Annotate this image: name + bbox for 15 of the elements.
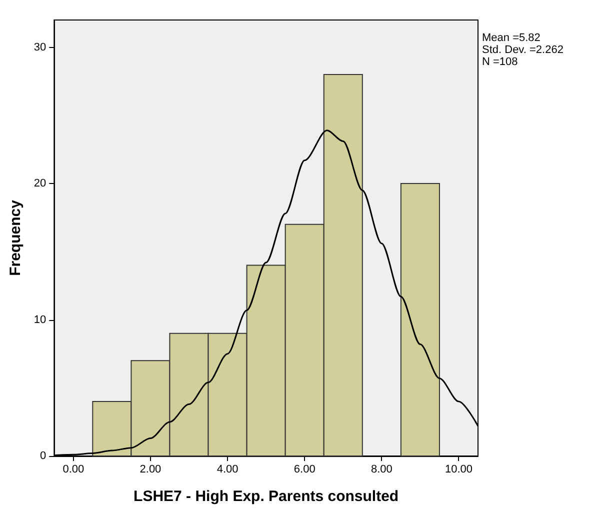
x-tick-label: 10.00 [444, 464, 472, 476]
x-tick-label: 0.00 [62, 464, 84, 476]
x-tick-label: 2.00 [140, 464, 162, 476]
text: Mean =5.82 [482, 32, 540, 44]
text: N =108 [482, 56, 518, 68]
x-tick-label: 8.00 [370, 464, 392, 476]
y-tick-label: 30 [34, 41, 46, 54]
y-tick-label: 10 [34, 314, 46, 326]
y-axis-title: Frequency [7, 199, 24, 276]
x-axis-title: LSHE7 - High Exp. Parents consulted [134, 488, 399, 505]
y-tick-label: 20 [34, 178, 46, 190]
text: Std. Dev. =2.262 [482, 44, 564, 56]
y-tick-label: 0 [40, 450, 46, 462]
x-tick-label: 4.00 [216, 464, 238, 476]
x-tick-label: 6.00 [294, 464, 316, 476]
